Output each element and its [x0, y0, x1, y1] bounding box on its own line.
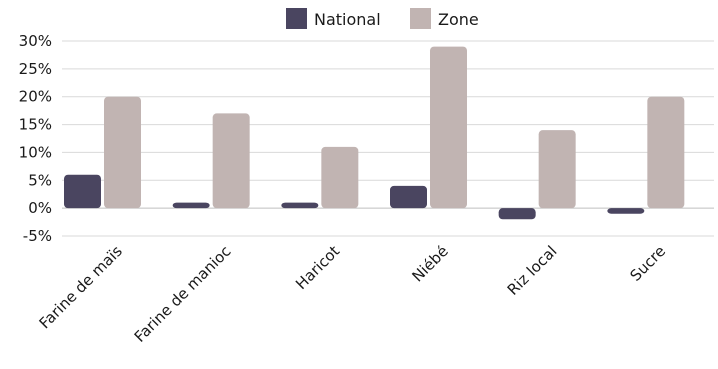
bar-zone-3 [321, 146, 359, 209]
bar-zone-6 [647, 96, 685, 209]
legend: National Zone [286, 8, 479, 29]
bar-national-5 [498, 208, 536, 220]
x-axis: Farine de maïs Farine de manioc Haricot Nié… [36, 242, 670, 346]
y-tick-label: 25% [19, 60, 52, 78]
bar-national-6 [607, 208, 645, 214]
bar-national-1 [64, 174, 101, 209]
x-category-label: Sucre [626, 242, 669, 285]
bars [64, 46, 685, 220]
legend-label-national: National [314, 10, 381, 29]
y-tick-label: 15% [19, 116, 52, 134]
x-category-label: Farine de manioc [131, 242, 235, 346]
x-category-label: Niébé [408, 242, 451, 285]
bar-zone-5 [538, 130, 576, 209]
x-category-label: Riz local [504, 242, 561, 299]
bar-zone-1 [104, 96, 141, 209]
bar-national-2 [172, 202, 210, 209]
y-axis: -5% 0% 5% 10% 15% 20% 25% 30% [19, 32, 52, 245]
y-tick-label: 30% [19, 32, 52, 50]
x-category-label: Farine de maïs [36, 242, 126, 332]
y-tick-label: 0% [28, 199, 52, 217]
legend-swatch-zone [410, 8, 431, 29]
y-tick-label: 5% [28, 171, 52, 189]
legend-label-zone: Zone [438, 10, 479, 29]
bar-zone-4 [430, 46, 467, 209]
legend-swatch-national [286, 8, 307, 29]
x-category-label: Haricot [292, 242, 343, 293]
y-tick-label: -5% [23, 227, 52, 245]
bar-national-3 [281, 202, 319, 209]
gridlines [62, 40, 714, 237]
y-tick-label: 10% [19, 143, 52, 161]
bar-national-4 [390, 185, 427, 209]
bar-zone-2 [212, 113, 250, 209]
y-tick-label: 20% [19, 88, 52, 106]
